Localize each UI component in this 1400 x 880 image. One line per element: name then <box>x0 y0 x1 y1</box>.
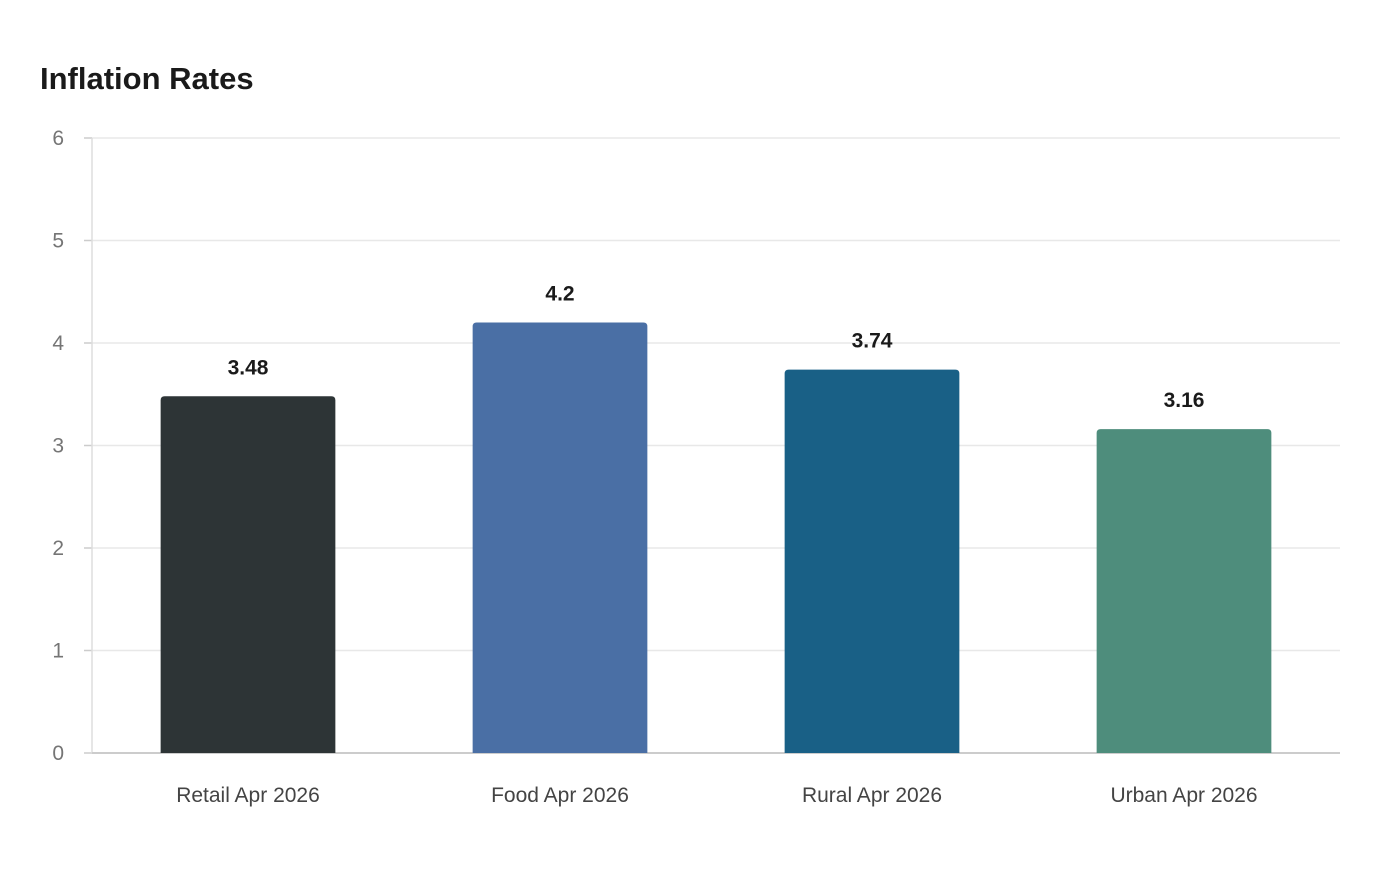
data-label: 3.16 <box>1164 389 1205 412</box>
data-label: 3.74 <box>852 330 893 353</box>
y-tick-label: 5 <box>52 230 64 253</box>
bar <box>472 322 648 753</box>
y-tick-label: 6 <box>52 127 64 150</box>
data-label: 4.2 <box>545 283 574 306</box>
bars <box>160 322 1272 753</box>
y-tick-label: 3 <box>52 435 64 458</box>
x-category-label: Rural Apr 2026 <box>802 784 942 807</box>
labels: 0 1 2 3 4 5 6 3.48 Retail Apr 2026 4.2 Food Apr 20… <box>52 127 1257 807</box>
y-tick-label: 2 <box>52 537 64 560</box>
bar <box>784 369 960 753</box>
y-tick-label: 4 <box>52 332 64 355</box>
y-tick-label: 0 <box>52 742 64 765</box>
data-label: 3.48 <box>228 356 269 379</box>
x-category-label: Food Apr 2026 <box>491 784 629 807</box>
bar <box>160 396 336 753</box>
chart-title: Inflation Rates <box>40 61 254 96</box>
x-category-label: Urban Apr 2026 <box>1110 784 1257 807</box>
y-tick-label: 1 <box>52 640 64 663</box>
bar <box>1096 429 1272 753</box>
x-category-label: Retail Apr 2026 <box>176 784 320 807</box>
